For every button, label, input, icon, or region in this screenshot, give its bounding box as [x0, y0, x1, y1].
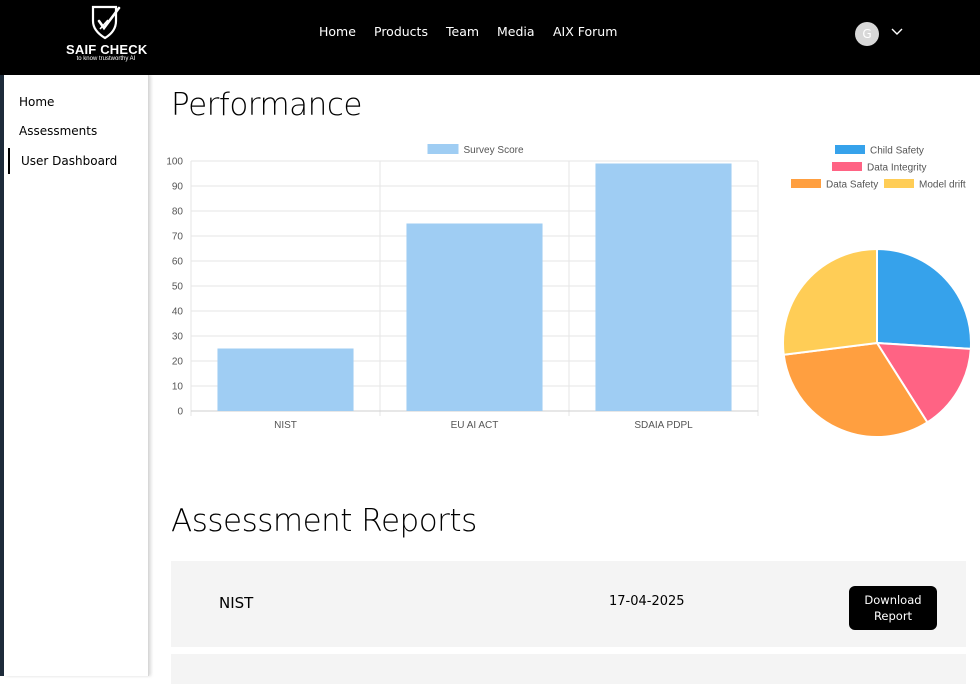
- survey-score-bar-chart: 0 10 20 30 40 50 60 70 80 90 100 NIST EU AI ACT SDAIA…: [166, 144, 759, 431]
- pie-slice: [782, 247, 878, 356]
- legend-swatch: [832, 162, 862, 171]
- reports-heading: Assessment Reports: [171, 503, 477, 539]
- legend-label: Child Safety: [870, 146, 924, 157]
- page-title: Performance: [171, 87, 362, 123]
- legend-label: Model drift: [919, 180, 966, 191]
- legend-swatch: [427, 144, 459, 154]
- y-tick-label: 70: [172, 232, 184, 243]
- x-tick-label: NIST: [274, 420, 297, 431]
- saif-check-logo[interactable]: SAIF CHECK to know trustworthy AI: [66, 4, 148, 66]
- y-tick-label: 90: [172, 182, 184, 193]
- pie-slice: [875, 341, 972, 424]
- y-tick-label: 0: [177, 407, 183, 418]
- sidebar: Home Assessments User Dashboard: [4, 75, 149, 676]
- legend-swatch: [835, 145, 865, 154]
- logo-wordmark: SAIF CHECK: [66, 42, 148, 57]
- legend-swatch: [884, 179, 914, 188]
- legend-label: Data Integrity: [867, 163, 926, 174]
- download-report-button[interactable]: Download Report: [849, 586, 937, 630]
- x-tick-label: EU AI ACT: [451, 420, 499, 431]
- shield-check-icon: [91, 5, 121, 40]
- y-tick-label: 60: [172, 257, 184, 268]
- legend-label: Survey Score: [464, 145, 524, 156]
- y-tick-label: 30: [172, 332, 184, 343]
- chevron-down-icon[interactable]: [890, 27, 904, 37]
- pie-slice: [876, 247, 972, 350]
- top-navigation-bar: SAIF CHECK to know trustworthy AI Home P…: [0, 0, 980, 75]
- nav-home[interactable]: Home: [319, 24, 356, 39]
- legend-swatch: [791, 179, 821, 188]
- nav-team[interactable]: Team: [446, 24, 480, 39]
- x-tick-label: SDAIA PDPL: [634, 420, 693, 431]
- sidebar-item-home[interactable]: Home: [19, 95, 55, 109]
- pie-slice: [782, 341, 929, 438]
- y-tick-label: 100: [166, 157, 183, 168]
- window-edge: [0, 75, 4, 676]
- nav-products[interactable]: Products: [374, 24, 428, 39]
- y-tick-label: 50: [172, 282, 184, 293]
- y-tick-label: 80: [172, 207, 184, 218]
- report-row: [171, 654, 966, 684]
- logo-tagline: to know trustworthy AI: [76, 56, 136, 62]
- y-tick-label: 10: [172, 382, 184, 393]
- nav-media[interactable]: Media: [497, 24, 535, 39]
- nav-aix-forum[interactable]: AIX Forum: [553, 24, 618, 39]
- bar: [595, 163, 732, 411]
- report-name: NIST: [219, 594, 254, 612]
- legend-label: Data Safety: [826, 180, 878, 191]
- user-avatar[interactable]: G: [855, 22, 879, 46]
- y-tick-label: 40: [172, 307, 184, 318]
- bar: [406, 223, 543, 411]
- sidebar-item-assessments[interactable]: Assessments: [19, 124, 98, 138]
- sidebar-item-user-dashboard[interactable]: User Dashboard: [8, 148, 148, 174]
- y-tick-label: 20: [172, 357, 184, 368]
- report-row: NIST 17-04-2025 Download Report: [171, 561, 966, 647]
- bar: [217, 348, 354, 411]
- risk-pie-chart: Child Safety Data Integrity Data Safety Mod…: [782, 145, 972, 438]
- report-date: 17-04-2025: [609, 594, 685, 609]
